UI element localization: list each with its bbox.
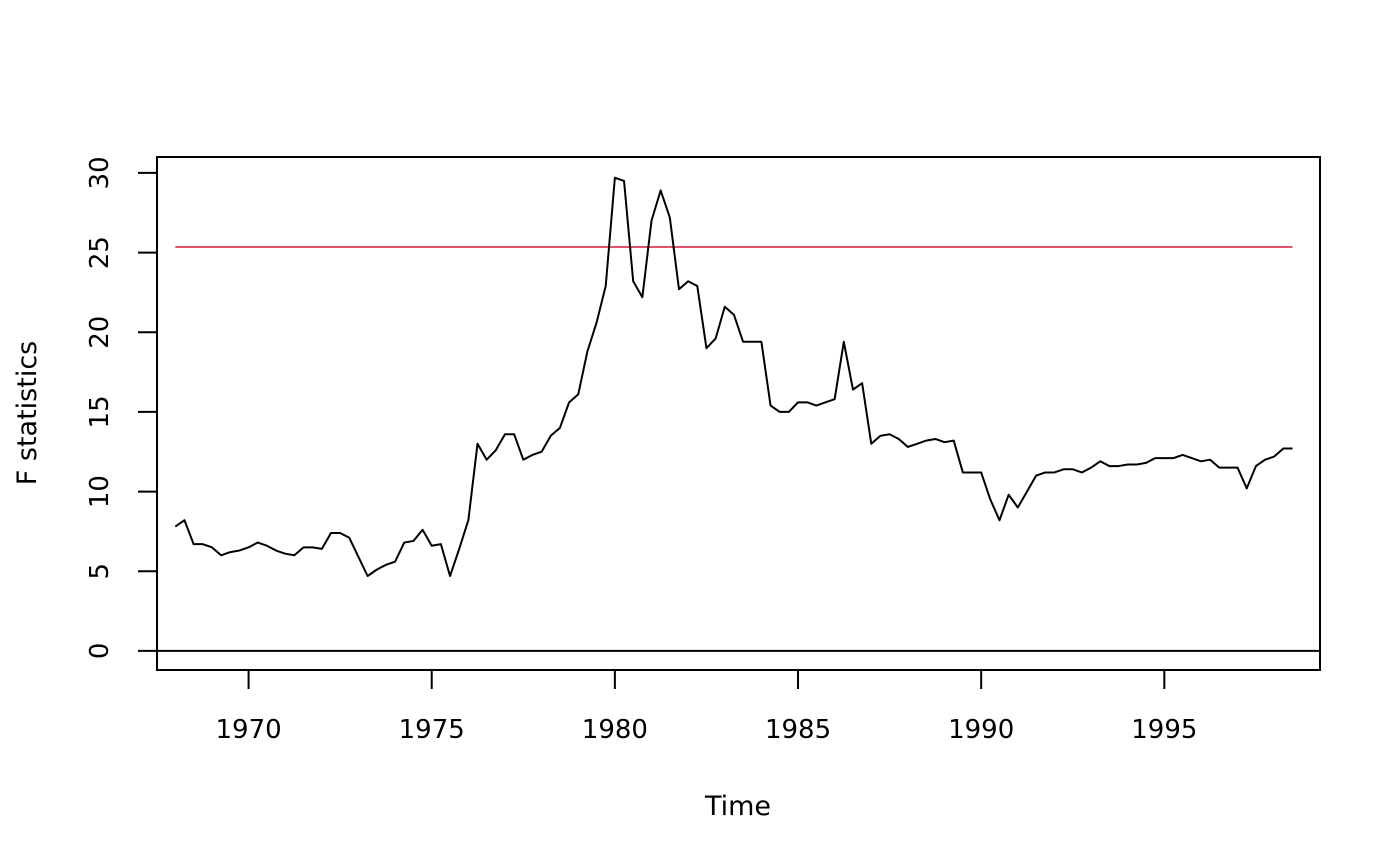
x-tick-label: 1975 bbox=[399, 715, 465, 745]
x-tick-label: 1980 bbox=[582, 715, 648, 745]
y-axis: 0 5 10 15 20 25 30 bbox=[85, 156, 158, 660]
x-tick-label: 1990 bbox=[948, 715, 1014, 745]
y-tick-label: 10 bbox=[85, 475, 115, 508]
y-tick-label: 0 bbox=[85, 643, 115, 660]
x-axis: 1970 1975 1980 1985 1990 1995 bbox=[215, 669, 1197, 745]
plot-frame bbox=[156, 156, 1321, 671]
x-axis-title: Time bbox=[704, 791, 771, 822]
plot-content bbox=[157, 176, 1320, 652]
x-tick-label: 1985 bbox=[765, 715, 831, 745]
f-statistics-series-line bbox=[174, 176, 1293, 577]
y-tick-label: 5 bbox=[85, 563, 115, 580]
y-tick-label: 25 bbox=[85, 236, 115, 269]
y-tick-label: 30 bbox=[85, 156, 115, 189]
x-tick-label: 1995 bbox=[1131, 715, 1197, 745]
y-tick-label: 15 bbox=[85, 395, 115, 428]
x-tick-label: 1970 bbox=[215, 715, 281, 745]
y-tick-label: 20 bbox=[85, 316, 115, 349]
y-axis-title: F statistics bbox=[12, 341, 43, 485]
